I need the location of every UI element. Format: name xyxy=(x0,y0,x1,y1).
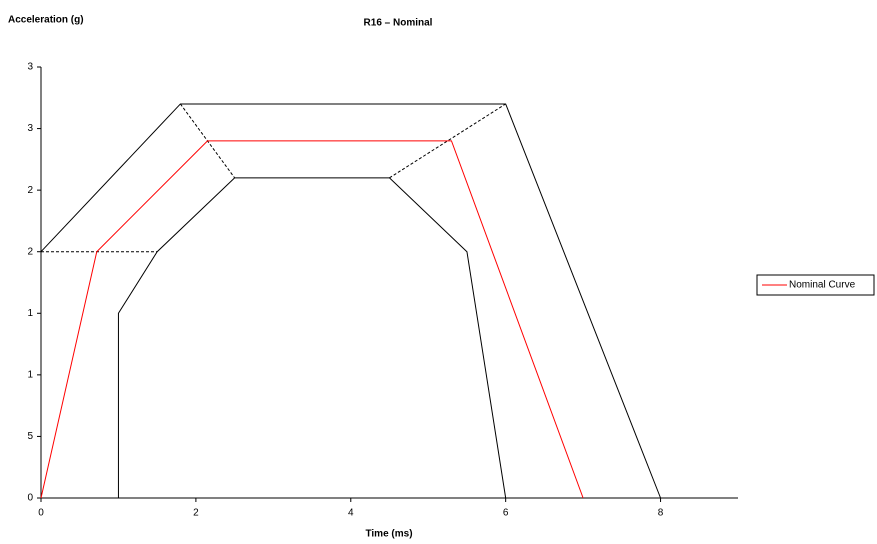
y-tick-label: 3 xyxy=(27,123,33,134)
series-line xyxy=(389,103,506,179)
y-tick-label: 2 xyxy=(27,185,33,196)
y-tick-label: 1 xyxy=(27,308,33,319)
y-tick-label: 5 xyxy=(27,431,33,442)
x-axis-title: Time (ms) xyxy=(365,529,412,540)
x-tick-label: 8 xyxy=(658,508,664,519)
y-tick-label: 2 xyxy=(27,246,33,257)
x-tick-label: 4 xyxy=(348,508,354,519)
y-axis-title: Acceleration (g) xyxy=(8,15,84,26)
x-tick-label: 2 xyxy=(193,508,199,519)
legend-label: Nominal Curve xyxy=(789,280,856,291)
y-tick-label: 3 xyxy=(27,62,33,73)
series-line xyxy=(117,177,507,499)
y-tick-label: 1 xyxy=(27,369,33,380)
series-line xyxy=(40,103,662,499)
y-tick-label: 0 xyxy=(27,493,33,504)
legend-box xyxy=(756,274,875,296)
series-line xyxy=(40,140,584,499)
chart-title: R16 – Nominal xyxy=(364,18,433,29)
x-tick-label: 0 xyxy=(38,508,44,519)
x-tick-label: 6 xyxy=(503,508,509,519)
